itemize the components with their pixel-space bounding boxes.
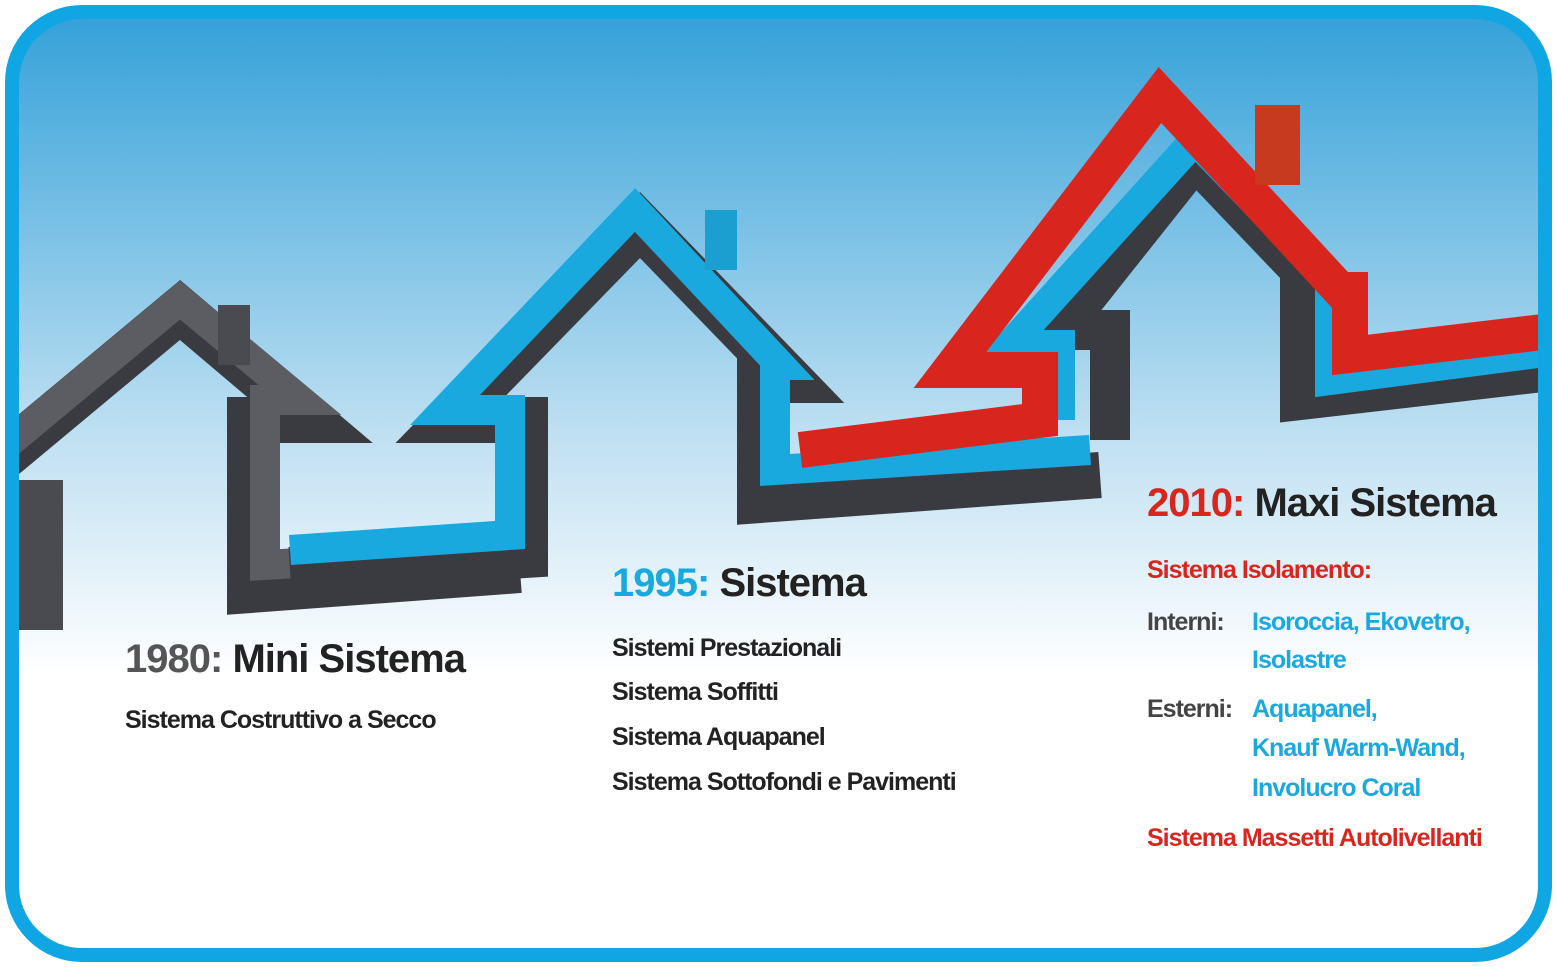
infographic: 1980: Mini Sistema Sistema Costruttivo a… [0,0,1557,967]
title: Maxi Sistema [1254,481,1497,525]
group-label: Interni: [1147,608,1224,636]
chimney [218,305,250,365]
year: 1995: [612,561,709,605]
year: 1980: [125,637,222,681]
milestone-title: 2010: Maxi Sistema [1147,481,1498,525]
item: Sistema Soffitti [612,678,778,706]
milestone-title: 1980: Mini Sistema [125,637,467,681]
chimney [1255,105,1300,185]
group-line: Isoroccia, Ekovetro, [1252,608,1470,636]
group-line: Aquapanel, [1252,695,1377,723]
group-line: Involucro Coral [1252,774,1420,802]
group-line: Knauf Warm-Wand, [1252,734,1465,762]
title: Sistema [719,561,867,605]
chimney [705,210,737,270]
item: Sistemi Prestazionali [612,634,841,662]
group-line: Isolastre [1252,646,1347,674]
title: Mini Sistema [232,637,466,681]
footer: Sistema Massetti Autolivellanti [1147,824,1482,852]
year: 2010: [1147,481,1244,525]
heading: Sistema Isolamento: [1147,556,1371,584]
item: Sistema Sottofondi e Pavimenti [612,768,956,796]
item: Sistema Costruttivo a Secco [125,706,436,734]
item: Sistema Aquapanel [612,723,825,751]
group-label: Esterni: [1147,695,1232,723]
page: 1980: Mini Sistema Sistema Costruttivo a… [0,0,1557,967]
milestone-title: 1995: Sistema [612,561,868,605]
